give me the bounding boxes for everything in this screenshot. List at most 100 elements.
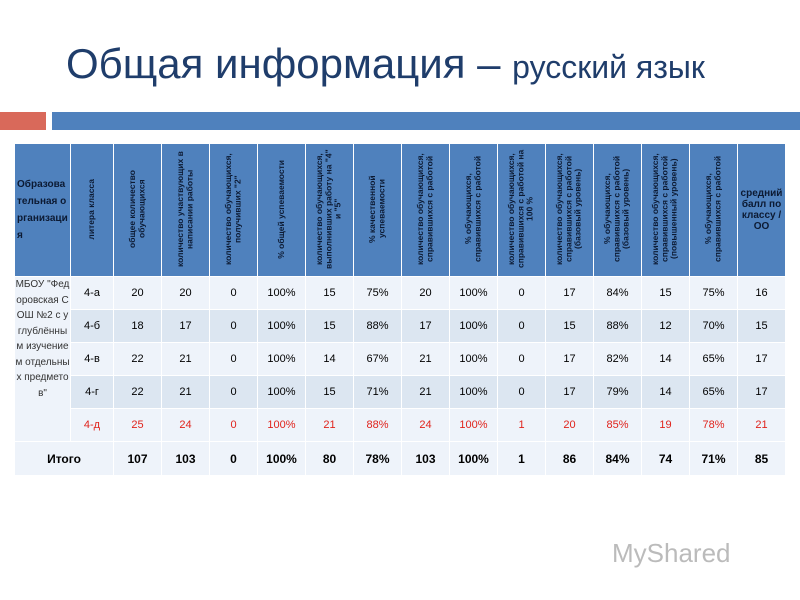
cell: 4-в: [70, 342, 114, 376]
decor-bar: [52, 112, 800, 130]
cell: 75%: [689, 276, 738, 310]
cell: 0: [497, 375, 546, 409]
cell: 100%: [257, 342, 306, 376]
table-row: 4-в 22 21 0 100% 14 67% 21 100% 0 17 82% 14 65% 17: [15, 342, 786, 376]
header-text: % обучающихся, справившихся с работой: [703, 155, 723, 263]
cell: 21: [305, 408, 354, 442]
cell: 0: [209, 309, 258, 343]
cell: 22: [113, 375, 162, 409]
header-cell: количество обучающихся, получивших "2": [209, 143, 258, 277]
cell: 19: [641, 408, 690, 442]
cell: 15: [545, 309, 594, 343]
cell: 0: [209, 408, 258, 442]
header-cell: % качественной успеваемости: [353, 143, 402, 277]
cell: 88%: [593, 309, 642, 343]
cell: 88%: [353, 408, 402, 442]
cell: 75%: [353, 276, 402, 310]
header-cell: количество обучающихся, справившихся с р…: [641, 143, 690, 277]
cell: 20: [113, 276, 162, 310]
header-text: % обучающихся, справившихся с работой: [463, 155, 483, 263]
header-text: общее количество обучающихся: [127, 170, 147, 248]
header-cell: % общей успеваемости: [257, 143, 306, 277]
header-text: количество обучающихся, выполнивших рабо…: [314, 149, 344, 269]
cell: 0: [497, 276, 546, 310]
cell: 100%: [257, 309, 306, 343]
header-text: % общей успеваемости: [275, 159, 286, 259]
cell: 107: [113, 441, 162, 476]
cell: 100%: [257, 441, 306, 476]
header-cell: количество обучающихся, справившихся с р…: [401, 143, 450, 277]
table-row: МБОУ "Федоровская СОШ №2 с углублённым и…: [14, 276, 786, 442]
cell: 17: [545, 342, 594, 376]
cell: 14: [641, 375, 690, 409]
title: Общая информация – русский язык: [66, 40, 705, 88]
table-row: 4-г 22 21 0 100% 15 71% 21 100% 0 17 79% 14 65% 17: [15, 375, 786, 409]
cell: 12: [641, 309, 690, 343]
header-cell: % обучающихся, справившихся с работой (б…: [593, 143, 642, 277]
cell: 15: [305, 375, 354, 409]
cell: 100%: [257, 276, 306, 310]
cell: 100%: [449, 276, 498, 310]
cell: 71%: [689, 441, 738, 476]
cell: 67%: [353, 342, 402, 376]
cell: 4-а: [70, 276, 114, 310]
table-row: 4-б 18 17 0 100% 15 88% 17 100% 0 15 88% 12 70% 15: [15, 309, 786, 343]
cell: 21: [161, 375, 210, 409]
cell: 86: [545, 441, 594, 476]
cell: 22: [113, 342, 162, 376]
cell: 100%: [449, 342, 498, 376]
cell: 100%: [257, 408, 306, 442]
cell: 103: [161, 441, 210, 476]
cell: 84%: [593, 441, 642, 476]
cell: 15: [305, 309, 354, 343]
cell: 20: [545, 408, 594, 442]
header-cell: % обучающихся, справившихся с работой: [449, 143, 498, 277]
title-sub: русский язык: [512, 49, 705, 85]
cell: 1: [497, 408, 546, 442]
header-text: количество обучающихся, получивших "2": [223, 153, 243, 265]
table-row: 4-д 25 24 0 100% 21 88% 24 100% 1 20 85% 19 78% 21: [15, 408, 786, 442]
decor-bar: [0, 112, 46, 130]
cell: 74: [641, 441, 690, 476]
header-text: количество обучающихся, справившихся с р…: [415, 153, 435, 265]
cell: 15: [737, 309, 786, 343]
cell: 24: [161, 408, 210, 442]
cell: 1: [497, 441, 546, 476]
cell: 15: [641, 276, 690, 310]
cell: 103: [401, 441, 450, 476]
cell: 78%: [353, 441, 402, 476]
cell: 0: [497, 342, 546, 376]
cell: 17: [545, 375, 594, 409]
cell: 82%: [593, 342, 642, 376]
data-table: Образовательная организация литера класса…: [14, 143, 786, 476]
cell: 100%: [257, 375, 306, 409]
header-cell: количество обучающихся, выполнивших рабо…: [305, 143, 354, 277]
header-row: Образовательная организация литера класса…: [14, 143, 786, 277]
cell: 17: [737, 375, 786, 409]
cell: 84%: [593, 276, 642, 310]
title-main: Общая информация –: [66, 40, 501, 87]
cell: 20: [161, 276, 210, 310]
cell: 80: [305, 441, 354, 476]
cell: 100%: [449, 309, 498, 343]
watermark: MyShared: [612, 538, 731, 568]
cell: 21: [737, 408, 786, 442]
header-text: литера класса: [86, 178, 97, 240]
cell: 17: [161, 309, 210, 343]
cell: 20: [401, 276, 450, 310]
header-cell: количество обучающихся, справившихся с р…: [497, 143, 546, 277]
cell: 79%: [593, 375, 642, 409]
cell: 25: [113, 408, 162, 442]
header-text: количество обучающихся, справившихся с р…: [554, 153, 584, 265]
cell: 65%: [689, 375, 738, 409]
cell: 4-д: [70, 408, 114, 442]
header-text: количество обучающихся, справившихся с р…: [650, 153, 680, 265]
cell: 21: [401, 375, 450, 409]
cell: 70%: [689, 309, 738, 343]
header-text: % обучающихся, справившихся с работой (б…: [602, 155, 632, 263]
cell: 0: [209, 375, 258, 409]
cell: 17: [737, 342, 786, 376]
cell: 0: [209, 276, 258, 310]
cell: 100%: [449, 375, 498, 409]
header-cell: литера класса: [70, 143, 114, 277]
